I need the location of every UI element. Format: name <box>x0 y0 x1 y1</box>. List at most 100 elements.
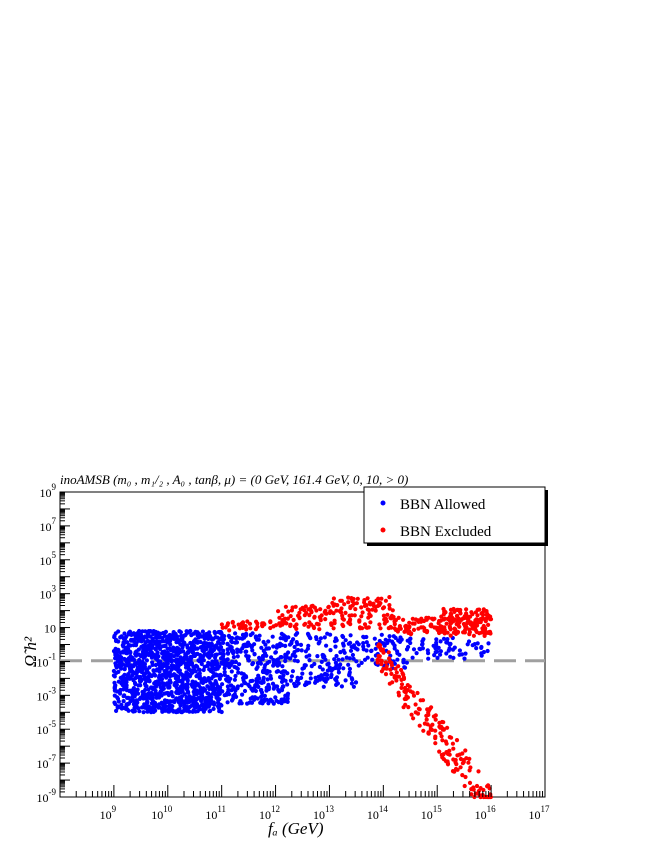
data-point <box>334 608 339 613</box>
data-point <box>154 692 159 697</box>
data-point <box>415 690 420 696</box>
data-point <box>183 704 188 709</box>
data-point <box>257 633 262 638</box>
data-point <box>479 644 484 650</box>
data-point <box>112 635 117 640</box>
data-point <box>211 660 216 665</box>
data-point <box>125 695 130 701</box>
data-point <box>451 618 456 624</box>
data-point <box>140 705 145 710</box>
data-point <box>359 614 364 619</box>
data-point <box>250 688 255 693</box>
data-point <box>342 602 347 607</box>
data-point <box>236 670 241 675</box>
data-point <box>146 670 151 675</box>
data-point <box>356 663 361 668</box>
data-point <box>288 614 293 619</box>
data-point <box>405 695 410 700</box>
data-point <box>453 757 458 763</box>
data-point <box>140 689 145 695</box>
data-point <box>291 637 296 642</box>
data-point <box>274 669 279 674</box>
data-point <box>349 596 354 602</box>
data-point <box>144 658 149 663</box>
data-point <box>119 702 124 707</box>
data-point <box>372 636 377 641</box>
data-point <box>160 702 165 707</box>
data-point <box>283 643 288 649</box>
data-point <box>137 657 142 663</box>
data-point <box>377 654 382 659</box>
data-point <box>465 616 470 621</box>
data-point <box>280 664 285 669</box>
data-point <box>365 596 370 601</box>
data-point <box>379 632 384 637</box>
data-point <box>388 667 393 672</box>
data-point <box>225 700 230 705</box>
data-point <box>151 701 156 706</box>
data-point <box>250 678 255 683</box>
data-point <box>141 643 146 649</box>
data-point <box>469 792 474 797</box>
data-point <box>346 595 351 600</box>
data-point <box>362 657 368 662</box>
data-point <box>162 691 167 696</box>
data-point <box>248 696 253 701</box>
data-point <box>262 622 267 627</box>
x-axis-title: fₐ (GeV) <box>268 819 324 838</box>
data-point <box>151 631 156 637</box>
data-point <box>298 607 303 612</box>
data-point <box>146 652 151 658</box>
data-point <box>236 622 241 627</box>
data-point <box>172 672 177 677</box>
data-point <box>387 634 392 639</box>
data-point <box>220 689 225 694</box>
data-point <box>405 683 410 688</box>
data-point <box>474 629 479 635</box>
data-point <box>467 627 472 632</box>
data-point <box>339 606 344 611</box>
data-point <box>336 670 341 675</box>
y-tick-label: 105 <box>40 550 57 568</box>
data-point <box>461 759 466 765</box>
data-point <box>482 627 487 633</box>
data-point <box>136 638 142 643</box>
data-point <box>232 664 237 670</box>
data-point <box>144 679 149 684</box>
data-point <box>261 678 266 683</box>
data-point <box>266 687 271 692</box>
data-point <box>180 680 185 685</box>
data-point <box>155 650 160 655</box>
bbn-allowed-points <box>111 628 491 715</box>
data-point <box>242 688 248 694</box>
data-point <box>219 622 224 627</box>
data-point <box>233 631 238 636</box>
data-point <box>463 651 468 656</box>
data-point <box>279 631 284 637</box>
bbn-excluded-points <box>219 595 494 800</box>
data-point <box>321 684 326 689</box>
data-point <box>312 614 317 619</box>
data-point <box>174 690 179 696</box>
y-tick-label: 10-3 <box>37 685 57 703</box>
data-point <box>198 688 203 693</box>
data-point <box>382 621 387 626</box>
data-point <box>464 756 469 761</box>
data-point <box>317 664 322 670</box>
data-point <box>481 607 486 612</box>
data-point <box>137 628 142 634</box>
data-point <box>332 639 338 644</box>
data-point <box>387 659 393 665</box>
data-point <box>340 633 345 639</box>
data-point <box>298 642 304 648</box>
data-point <box>232 624 237 629</box>
data-point <box>334 653 339 659</box>
data-point <box>135 669 140 674</box>
data-point <box>303 663 308 668</box>
data-point <box>395 649 400 654</box>
data-point <box>181 649 186 654</box>
data-point <box>349 644 354 650</box>
data-point <box>308 636 313 641</box>
data-point <box>257 655 262 661</box>
data-point <box>352 613 357 618</box>
